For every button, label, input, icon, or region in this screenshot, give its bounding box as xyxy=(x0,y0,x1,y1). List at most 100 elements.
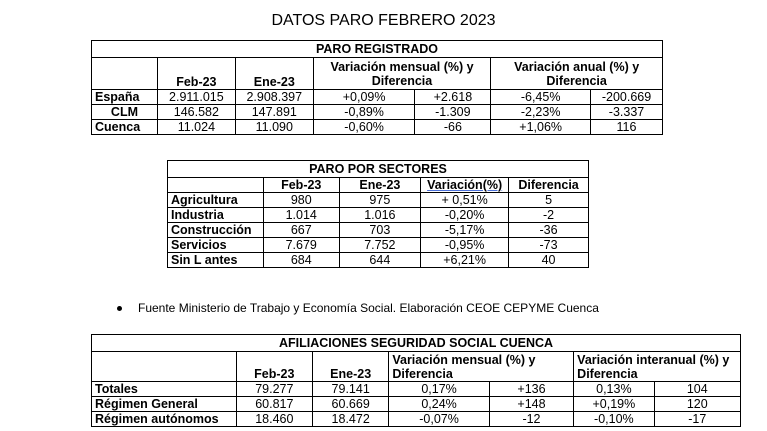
cell: 147.891 xyxy=(234,104,314,120)
cell: + 0,51% xyxy=(420,192,510,208)
cell: 975 xyxy=(338,192,422,208)
table-row: CLM 146.582 147.891 -0,89% -1.309 -2,23%… xyxy=(91,104,663,120)
row-label: Régimen autónomos xyxy=(91,411,237,427)
paro-sectores-table: PARO POR SECTORES Feb-23 Ene-23 Variació… xyxy=(167,160,589,268)
col-header-diferencia: Diferencia xyxy=(508,177,589,193)
cell: -0,20% xyxy=(420,207,510,223)
cell: 40 xyxy=(508,252,589,268)
cell: 1.016 xyxy=(338,207,422,223)
cell: 0,24% xyxy=(388,396,490,412)
cell: -73 xyxy=(508,237,589,253)
table-caption: AFILIACIONES SEGURIDAD SOCIAL CUENCA xyxy=(91,334,741,352)
corner-cell xyxy=(167,177,264,193)
cell: -3.337 xyxy=(590,104,663,120)
row-label: Sin L antes xyxy=(167,252,264,268)
cell: 18.472 xyxy=(311,411,390,427)
cell: -200.669 xyxy=(590,89,663,105)
cell: -17 xyxy=(653,411,742,427)
col-header-var-mensual: Variación mensual (%) y Diferencia xyxy=(312,57,492,90)
col-header-var-anual: Variación anual (%) y Diferencia xyxy=(490,57,663,90)
table-row: Servicios 7.679 7.752 -0,95% -73 xyxy=(167,237,589,253)
cell: 1.014 xyxy=(262,207,340,223)
cell: 60.669 xyxy=(311,396,390,412)
table-row: Industria 1.014 1.016 -0,20% -2 xyxy=(167,207,589,223)
row-label: Cuenca xyxy=(91,119,158,135)
row-label: Industria xyxy=(167,207,264,223)
cell: 7.679 xyxy=(262,237,340,253)
corner-cell xyxy=(91,57,158,90)
table-row: Sin L antes 684 644 +6,21% 40 xyxy=(167,252,589,268)
paro-registrado-table: PARO REGISTRADO Feb-23 Ene-23 Variación … xyxy=(91,40,663,135)
cell: -36 xyxy=(508,222,589,238)
table-caption: PARO POR SECTORES xyxy=(167,160,589,178)
col-header-feb: Feb-23 xyxy=(156,57,236,90)
cell: -6,45% xyxy=(490,89,592,105)
cell: 11.090 xyxy=(234,119,314,135)
col-header-ene: Ene-23 xyxy=(311,351,390,382)
cell: 120 xyxy=(653,396,742,412)
table-row: España 2.911.015 2.908.397 +0,09% +2.618… xyxy=(91,89,663,105)
row-label: Agricultura xyxy=(167,192,264,208)
col-header-feb: Feb-23 xyxy=(262,177,340,193)
row-label: España xyxy=(91,89,158,105)
row-label: Régimen General xyxy=(91,396,237,412)
cell: 104 xyxy=(653,381,742,397)
cell: 18.460 xyxy=(235,411,314,427)
table-caption: PARO REGISTRADO xyxy=(91,40,663,58)
cell: +2.618 xyxy=(414,89,492,105)
cell: +0,09% xyxy=(312,89,416,105)
cell: 146.582 xyxy=(156,104,236,120)
cell: 980 xyxy=(262,192,340,208)
table-row: Totales 79.277 79.141 0,17% +136 0,13% 1… xyxy=(91,381,742,397)
document-title: DATOS PARO FEBRERO 2023 xyxy=(271,12,496,29)
cell: +0,19% xyxy=(573,396,655,412)
col-header-var-interanual: Variación interanual (%) y Diferencia xyxy=(573,351,741,382)
cell: -2,23% xyxy=(490,104,592,120)
col-header-variacion: Variación(%) xyxy=(420,177,510,193)
cell: +1,06% xyxy=(490,119,592,135)
table-row: Régimen General 60.817 60.669 0,24% +148… xyxy=(91,396,742,412)
col-header-feb: Feb-23 xyxy=(235,351,314,382)
cell: 2.908.397 xyxy=(234,89,314,105)
source-text: Fuente Ministerio de Trabajo y Economía … xyxy=(138,301,599,315)
cell: -66 xyxy=(414,119,492,135)
col-header-ene: Ene-23 xyxy=(234,57,314,90)
cell: 116 xyxy=(590,119,663,135)
cell: -0,07% xyxy=(388,411,490,427)
row-label: CLM xyxy=(91,104,158,120)
cell: -0,95% xyxy=(420,237,510,253)
cell: 5 xyxy=(508,192,589,208)
col-header-var-mensual: Variación mensual (%) y Diferencia xyxy=(388,351,575,382)
corner-cell xyxy=(91,351,237,382)
cell: 0,17% xyxy=(388,381,490,397)
cell: -0,60% xyxy=(312,119,416,135)
row-label: Servicios xyxy=(167,237,264,253)
bullet-icon xyxy=(117,306,122,312)
source-note: Fuente Ministerio de Trabajo y Economía … xyxy=(117,301,599,315)
cell: -5,17% xyxy=(420,222,510,238)
cell: 0,13% xyxy=(573,381,655,397)
cell: -0,89% xyxy=(312,104,416,120)
cell: 60.817 xyxy=(235,396,314,412)
table-row: Construcción 667 703 -5,17% -36 xyxy=(167,222,589,238)
cell: +6,21% xyxy=(420,252,510,268)
cell: 7.752 xyxy=(338,237,422,253)
table-row: Régimen autónomos 18.460 18.472 -0,07% -… xyxy=(91,411,742,427)
cell: 2.911.015 xyxy=(156,89,236,105)
cell: 684 xyxy=(262,252,340,268)
cell: +136 xyxy=(488,381,575,397)
afiliaciones-table: AFILIACIONES SEGURIDAD SOCIAL CUENCA Feb… xyxy=(91,334,742,427)
table-row: Cuenca 11.024 11.090 -0,60% -66 +1,06% 1… xyxy=(91,119,663,135)
cell: 644 xyxy=(338,252,422,268)
table-row: Agricultura 980 975 + 0,51% 5 xyxy=(167,192,589,208)
cell: -2 xyxy=(508,207,589,223)
row-label: Totales xyxy=(91,381,237,397)
cell: 79.277 xyxy=(235,381,314,397)
cell: 11.024 xyxy=(156,119,236,135)
row-label: Construcción xyxy=(167,222,264,238)
cell: 667 xyxy=(262,222,340,238)
cell: +148 xyxy=(488,396,575,412)
cell: 703 xyxy=(338,222,422,238)
cell: 79.141 xyxy=(311,381,390,397)
col-header-ene: Ene-23 xyxy=(338,177,422,193)
